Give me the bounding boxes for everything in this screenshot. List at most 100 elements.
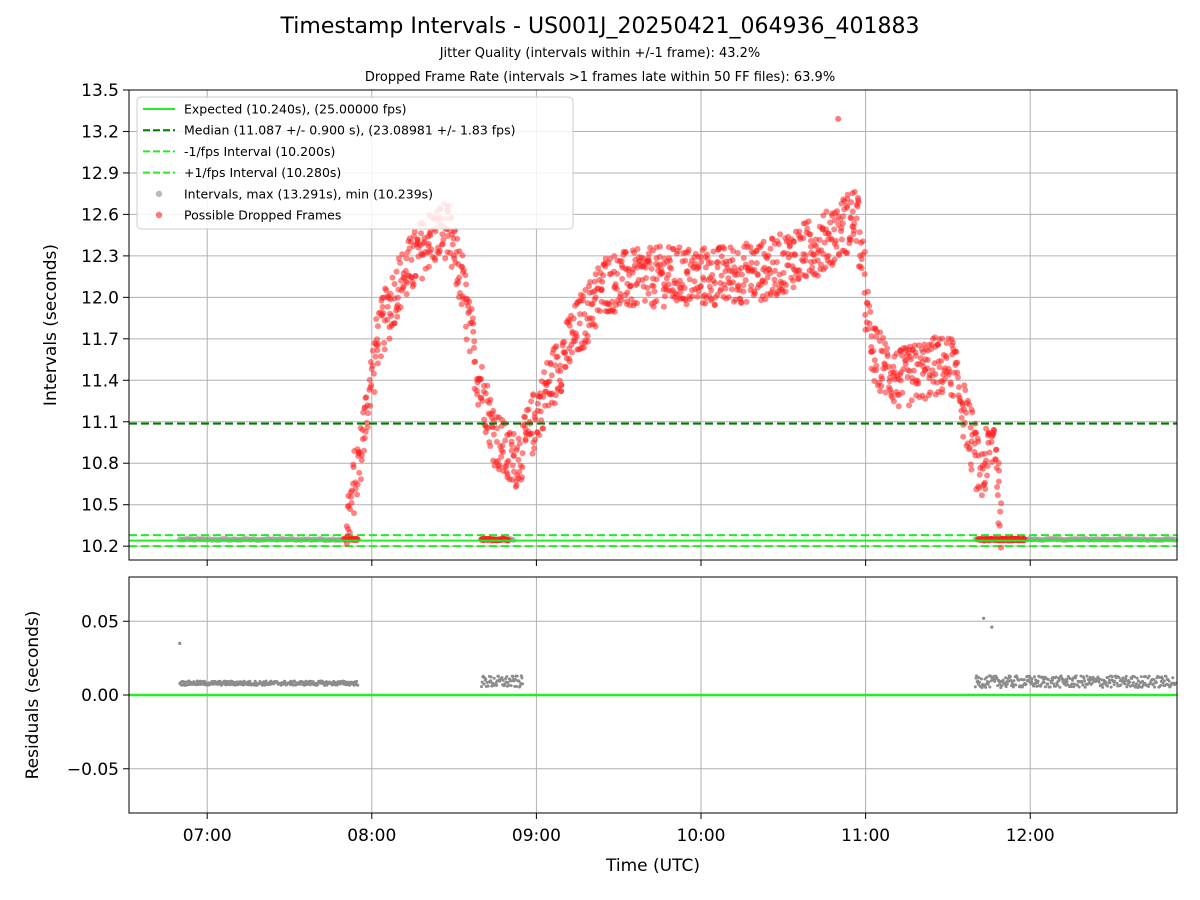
dropped-frame-point [551, 400, 558, 407]
dropped-frame-point [622, 249, 629, 256]
dropped-frame-point [790, 284, 797, 291]
residual-point [495, 683, 499, 687]
dropped-frame-point [954, 374, 961, 381]
dropped-frame-point [800, 235, 807, 242]
dropped-frame-point [474, 391, 481, 398]
residual-point [1109, 685, 1113, 689]
dropped-frame-point [546, 378, 553, 385]
residual-point [1004, 685, 1008, 689]
dropped-frame-point [969, 409, 976, 416]
dropped-frame-point [454, 235, 461, 242]
dropped-frame-point [462, 272, 469, 279]
dropped-frame-point [988, 439, 995, 446]
dropped-frame-point [880, 334, 887, 341]
residual-point [1153, 685, 1157, 689]
dropped-frame-point [816, 236, 823, 243]
dropped-frame-point [890, 363, 897, 370]
dropped-frame-point [702, 300, 709, 307]
dropped-frame-point [650, 283, 657, 290]
dropped-frame-point [510, 431, 517, 438]
dropped-frame-point [853, 237, 860, 244]
dropped-frame-point [357, 476, 364, 483]
dropped-frame-point [708, 297, 715, 304]
dropped-frame-point [490, 431, 497, 438]
residual-point [1049, 681, 1053, 685]
residual-point [1042, 677, 1046, 681]
dropped-frame-point [879, 348, 886, 355]
dropped-frame-point [884, 350, 891, 357]
residual-point [507, 683, 511, 687]
residual-point [1117, 675, 1121, 679]
residual-point [235, 680, 239, 684]
residual-point [1033, 675, 1037, 679]
dropped-frame-point [805, 218, 812, 225]
dropped-frame-point [858, 256, 865, 263]
residual-point [480, 685, 484, 689]
dropped-frame-point [531, 445, 538, 452]
residual-point [517, 679, 521, 683]
dropped-frame-point [983, 425, 990, 432]
dropped-frame-point [915, 380, 922, 387]
residual-point [1027, 679, 1031, 683]
residual-point [1043, 685, 1047, 689]
dropped-frame-point [997, 544, 1004, 551]
residual-point [1075, 683, 1079, 687]
dropped-frame-point [833, 243, 840, 250]
dropped-frame-point [472, 358, 479, 365]
dropped-frame-point [627, 282, 634, 289]
dropped-frame-point [743, 298, 750, 305]
dropped-frame-point [505, 457, 512, 464]
residual-point [1001, 678, 1005, 682]
dropped-frame-point [697, 284, 704, 291]
residual-point [1017, 678, 1021, 682]
dropped-frame-point [677, 288, 684, 295]
dropped-frame-point [388, 312, 395, 319]
dropped-frame-point [902, 357, 909, 364]
dropped-frame-point [470, 328, 477, 335]
dropped-frame-point [577, 311, 584, 318]
dropped-frame-point [644, 284, 651, 291]
dropped-frame-point [356, 469, 363, 476]
dropped-frame-point [499, 442, 506, 449]
dropped-frame-point [598, 287, 605, 294]
dropped-frame-point [516, 440, 523, 447]
residual-point [1101, 685, 1105, 689]
residual-point [356, 683, 360, 687]
dropped-frame-point [368, 382, 375, 389]
dropped-frame-point [439, 231, 446, 238]
dropped-frame-point [581, 311, 588, 318]
residual-point [1052, 682, 1056, 686]
residual-point [1030, 677, 1034, 681]
dropped-frame-point [482, 390, 489, 397]
dropped-frame-point [371, 389, 378, 396]
dropped-frame-point [552, 362, 559, 369]
dropped-frame-point [994, 492, 1001, 499]
y-tick-label: 11.4 [81, 371, 119, 391]
residual-point [1012, 679, 1016, 683]
dropped-frame-point [911, 342, 918, 349]
x-tick-label: 07:00 [183, 826, 232, 846]
dropped-frame-point [645, 290, 652, 297]
residuals-y-axis-label: Residuals (seconds) [23, 611, 43, 780]
residual-point [1133, 675, 1137, 679]
dropped-frame-point [831, 256, 838, 263]
dropped-frame-point [618, 258, 625, 265]
dropped-frame-point [502, 437, 509, 444]
residual-point [1083, 685, 1087, 689]
dropped-frame-point [648, 265, 655, 272]
residual-outlier [981, 616, 986, 620]
dropped-frame-point [562, 350, 569, 357]
dropped-frame-point [980, 465, 987, 472]
dropped-frame-point [839, 220, 846, 227]
dropped-frame-point [462, 323, 469, 330]
dropped-frame-point [717, 286, 724, 293]
dropped-frame-point [458, 301, 465, 308]
dropped-frame-point [721, 245, 728, 252]
dropped-frame-point [986, 449, 993, 456]
dropped-frame-point [771, 276, 778, 283]
residual-point [1135, 676, 1139, 680]
dropped-frame-point [714, 264, 721, 271]
dropped-frame-point [463, 336, 470, 343]
dropped-frame-point [939, 389, 946, 396]
dropped-frame-point [459, 252, 466, 259]
